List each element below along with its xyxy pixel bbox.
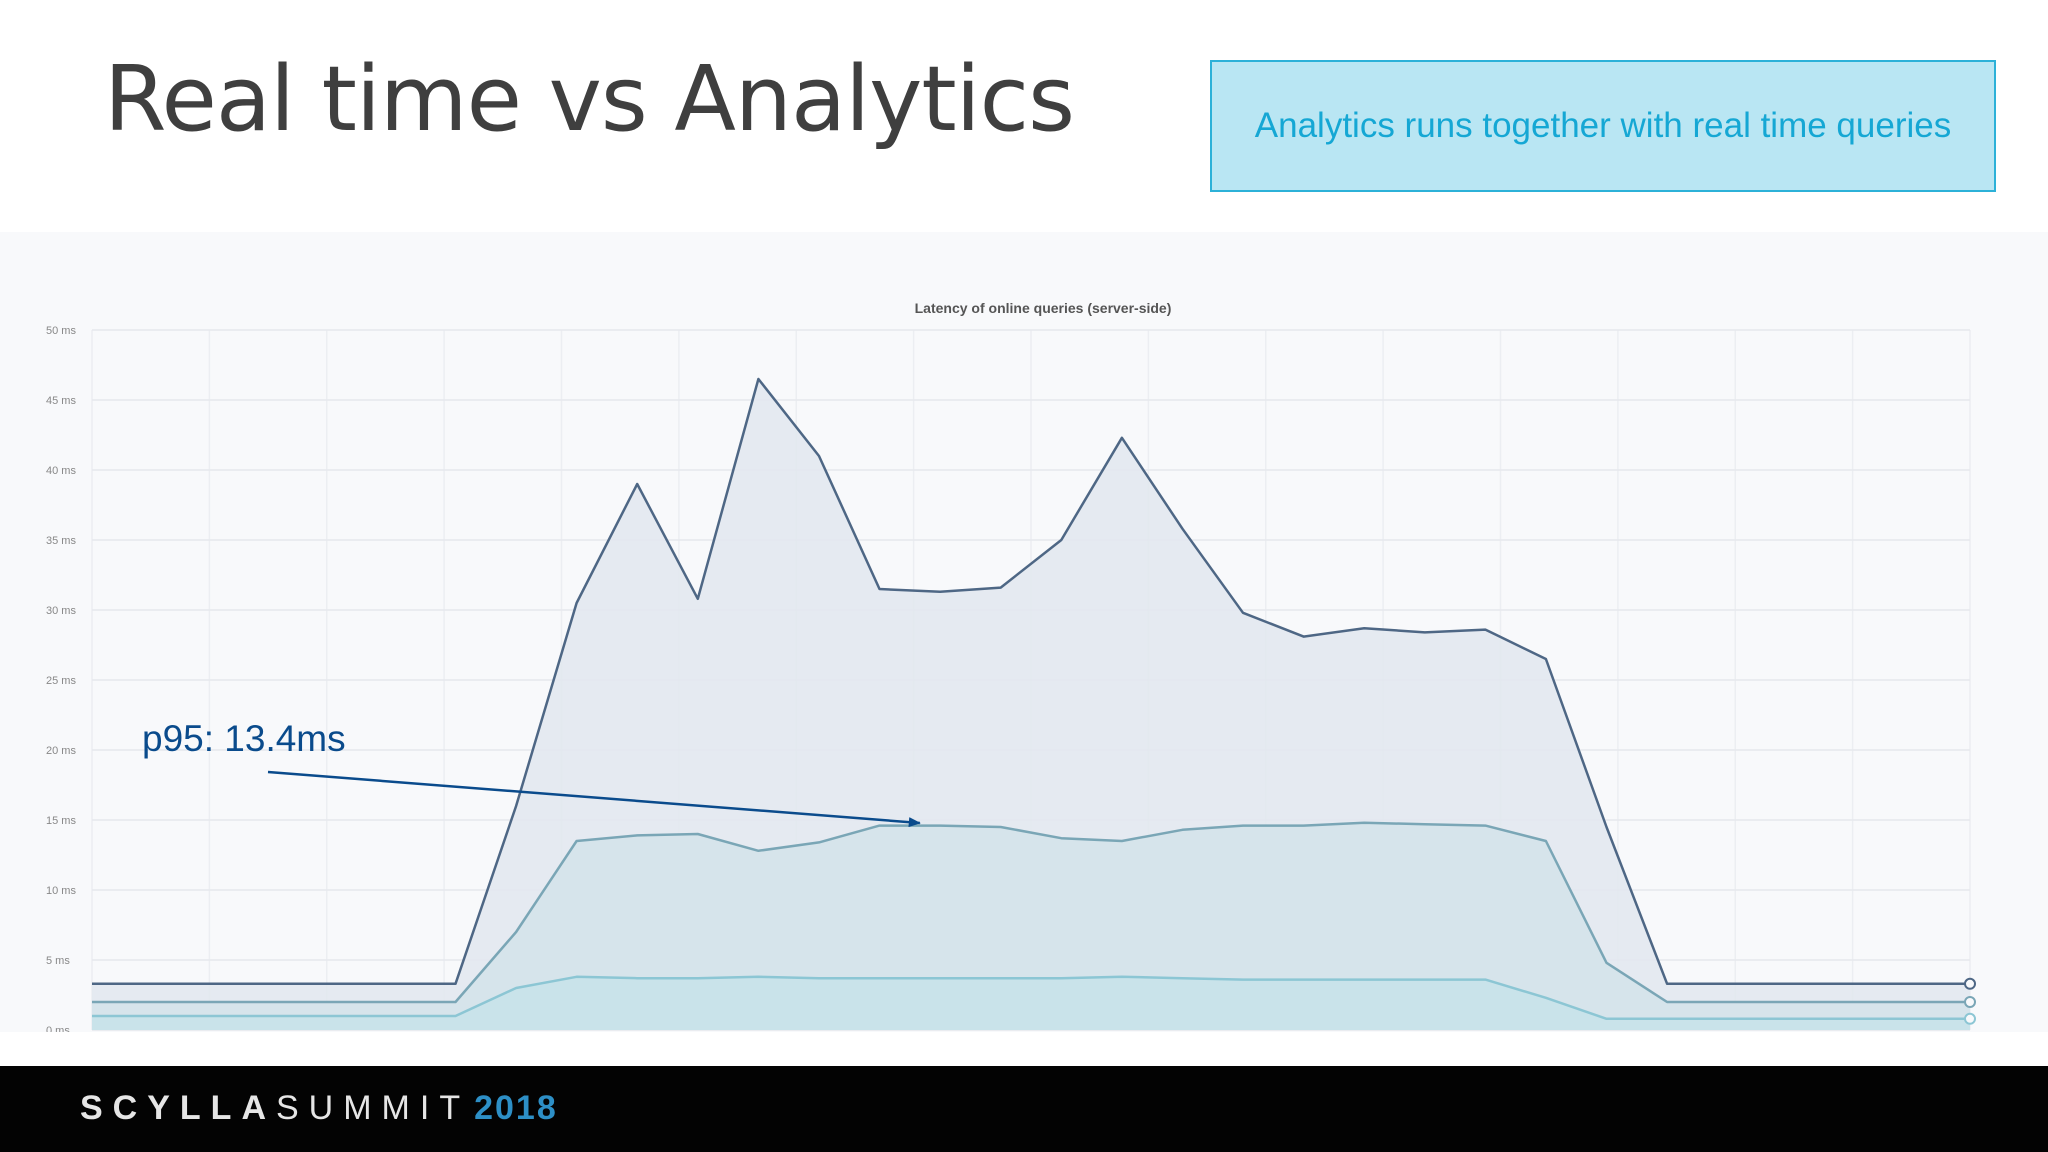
annotation-arrow: [267, 770, 921, 828]
y-tick-label: 20 ms: [46, 745, 76, 757]
callout-text: Analytics runs together with real time q…: [1254, 106, 1952, 145]
series-line-0: [92, 377, 1970, 986]
brand-word-summit: SUMMIT: [276, 1089, 471, 1127]
series-line-1: [92, 821, 1970, 1004]
y-tick-label: 35 ms: [46, 535, 76, 547]
y-tick-label: 5 ms: [46, 955, 70, 967]
series-endpoint-1: [1964, 996, 1976, 1008]
callout-box: Analytics runs together with real time q…: [1210, 60, 1996, 192]
y-tick-label: 15 ms: [46, 815, 76, 827]
annotation-label: p95: 13.4ms: [142, 718, 346, 759]
y-tick-label: 10 ms: [46, 885, 76, 897]
series-endpoint-0: [1964, 977, 1976, 990]
footer-bar: SCYLLASUMMIT 2018: [0, 1066, 2048, 1152]
series-endpoint-2: [1964, 1012, 1976, 1025]
brand-logo: SCYLLASUMMIT 2018: [80, 1086, 558, 1130]
y-tick-label: 0 ms: [46, 1025, 70, 1032]
y-tick-label: 50 ms: [46, 325, 76, 337]
y-tick-label: 40 ms: [46, 465, 76, 477]
brand-word-scylla: SCYLLA: [80, 1089, 276, 1127]
chart-panel: 0 ms 5 ms 10 ms 15 ms 20 ms 25 ms 30 ms 35 ms 40…: [0, 232, 2048, 1037]
y-tick-label: 25 ms: [46, 675, 76, 687]
y-tick-label: 30 ms: [46, 605, 76, 617]
series-lines: [92, 377, 1970, 1021]
series-endpoints: [1964, 977, 1976, 1025]
annotation: p95: 13.4ms: [142, 718, 921, 828]
series-area-1: [92, 822, 1970, 1030]
y-axis-ticks: 0 ms 5 ms 10 ms 15 ms 20 ms 25 ms 30 ms 35 ms 40…: [46, 325, 76, 1037]
y-tick-label: 45 ms: [46, 395, 76, 407]
series-area-2: [92, 976, 1970, 1030]
slide-title: Real time vs Analytics: [104, 47, 1075, 152]
series-line-2: [92, 975, 1970, 1021]
latency-chart: 0 ms 5 ms 10 ms 15 ms 20 ms 25 ms 30 ms 35 ms 40…: [0, 232, 2048, 1037]
brand-year: 2018: [474, 1089, 558, 1127]
chart-title: Latency of online queries (server-side): [915, 300, 1172, 316]
series-areas: [92, 379, 1970, 1030]
